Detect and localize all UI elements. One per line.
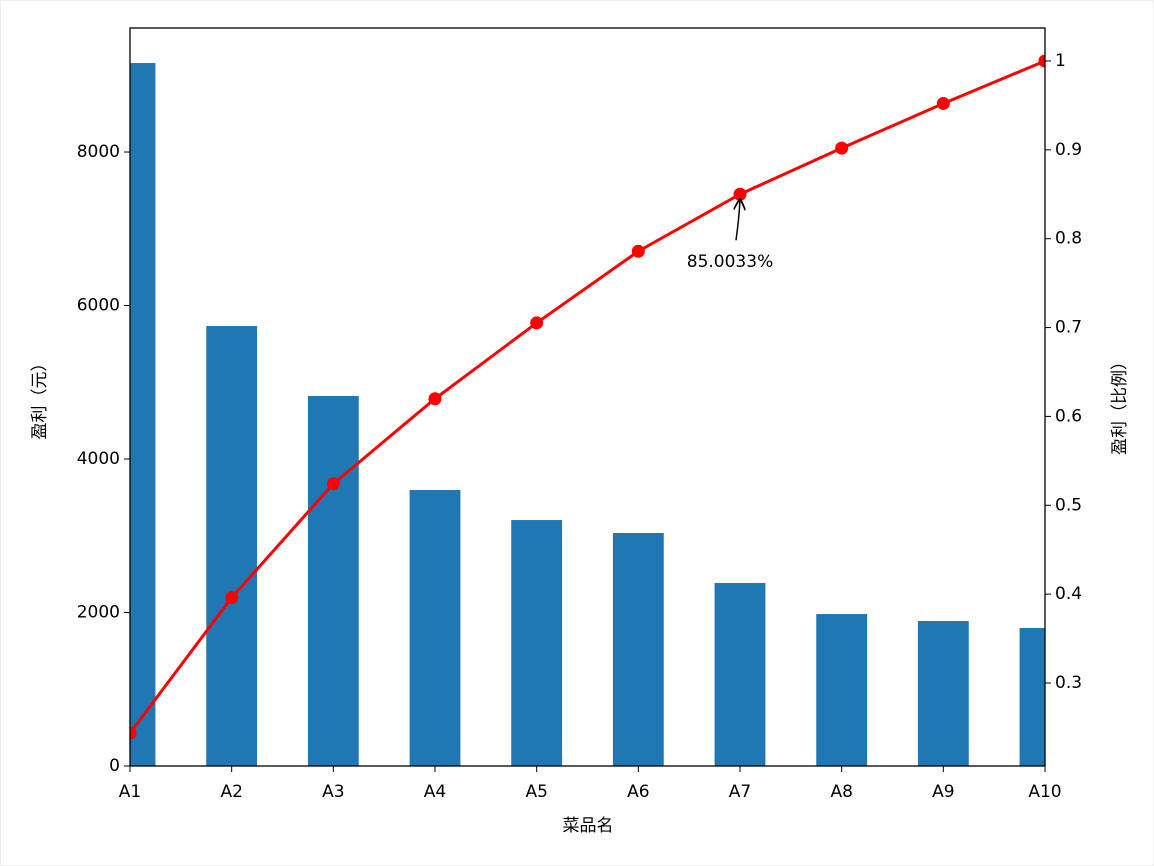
line-point	[631, 244, 645, 258]
x-tick-label: A2	[220, 782, 242, 802]
line-point	[530, 316, 544, 330]
x-tick-label: A3	[322, 782, 344, 802]
y-tick-label: 6000	[77, 296, 120, 316]
y-tick-label: 8000	[77, 142, 120, 162]
x-tick-label: A9	[932, 782, 954, 802]
y2-tick-label: 0.4	[1055, 584, 1082, 604]
y2-tick-label: 0.9	[1055, 140, 1082, 160]
line-point	[225, 591, 239, 605]
bar	[307, 396, 359, 766]
y2-axis-label: 盈利（比例）	[1110, 353, 1130, 455]
y2-tick-label: 0.8	[1055, 229, 1082, 249]
y2-tick-label: 0.6	[1055, 406, 1082, 426]
x-axis-label: 菜品名	[563, 816, 614, 836]
x-tick-label: A8	[830, 782, 852, 802]
y2-tick-label: 0.3	[1055, 673, 1082, 693]
line	[130, 59, 1045, 735]
y-axis-label: 盈利（元）	[30, 355, 50, 440]
bar	[409, 490, 461, 766]
y-tick-label: 2000	[77, 603, 120, 623]
line-point	[428, 392, 442, 406]
y2-tick-label: 0.5	[1055, 495, 1082, 515]
bar	[816, 614, 868, 766]
x-tick-label: A1	[119, 782, 141, 802]
bar	[612, 532, 664, 766]
plot-frame	[129, 27, 1046, 767]
line-point	[835, 141, 849, 155]
y-tick-label: 0	[109, 756, 120, 776]
bar	[1019, 628, 1045, 766]
line-point	[936, 96, 950, 110]
line-point	[130, 726, 137, 740]
bar	[511, 520, 563, 766]
bar	[206, 326, 258, 766]
y-tick-label: 4000	[77, 449, 120, 469]
y2-tick-label: 0.7	[1055, 318, 1082, 338]
plot-area	[130, 54, 1045, 766]
x-tick-label: A10	[1028, 782, 1061, 802]
line-point	[733, 187, 747, 201]
x-tick-label: A6	[627, 782, 649, 802]
x-tick-label: A4	[424, 782, 446, 802]
annotation: 85.0033%	[687, 252, 773, 272]
line-point	[1038, 54, 1045, 68]
line-point	[326, 477, 340, 491]
x-tick-label: A7	[729, 782, 751, 802]
y2-tick-label: 1	[1055, 51, 1066, 71]
bar	[714, 583, 766, 766]
bar	[917, 621, 969, 766]
annotation-arrow	[736, 199, 740, 241]
x-tick-label: A5	[525, 782, 547, 802]
bar	[130, 62, 156, 766]
